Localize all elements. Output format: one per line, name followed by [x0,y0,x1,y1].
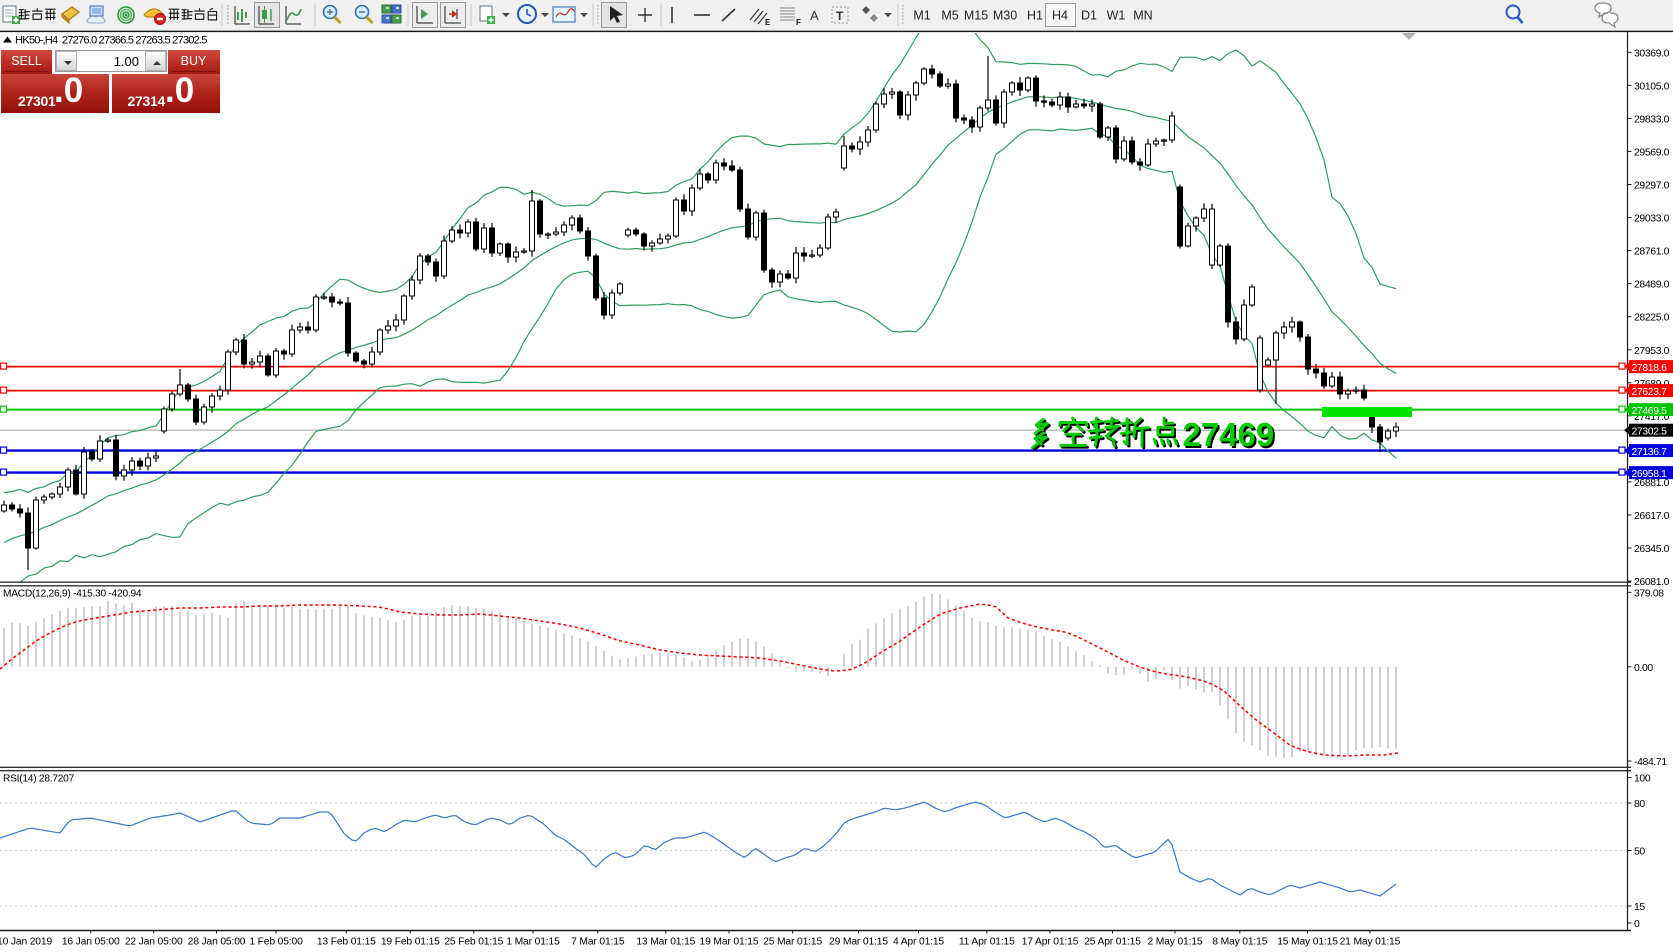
svg-text:H1: H1 [1027,9,1043,23]
svg-text:2 May 01:15: 2 May 01:15 [1147,937,1202,948]
svg-text:28489.0: 28489.0 [1634,280,1670,291]
svg-text:-484.71: -484.71 [1634,757,1667,768]
svg-text:HK50-,H4 27276.0 27366.5 2726: HK50-,H4 27276.0 27366.5 27263.5 27302.5 [15,35,207,47]
svg-text:27417.0: 27417.0 [1634,412,1670,423]
svg-text:379.08: 379.08 [1634,588,1664,599]
svg-text:26345.0: 26345.0 [1634,544,1670,555]
svg-text:27623.7: 27623.7 [1632,387,1668,398]
svg-text:13 Feb 01:15: 13 Feb 01:15 [317,937,376,948]
svg-text:28225.0: 28225.0 [1634,313,1670,324]
svg-text:17 Apr 01:15: 17 Apr 01:15 [1022,937,1079,948]
svg-text:15: 15 [1634,902,1645,913]
svg-text:8 May 01:15: 8 May 01:15 [1212,937,1267,948]
svg-text:30105.0: 30105.0 [1634,81,1670,92]
svg-text:27469: 27469 [1184,418,1276,455]
svg-text:22 Jan 05:00: 22 Jan 05:00 [125,937,183,948]
svg-text:F: F [796,18,801,27]
svg-text:H4: H4 [1052,9,1068,23]
svg-text:RSI(14) 28.7207: RSI(14) 28.7207 [3,774,75,785]
svg-text:0.00: 0.00 [1634,663,1653,674]
svg-text:E: E [765,18,771,27]
svg-text:30369.0: 30369.0 [1634,48,1670,59]
svg-text:28761.0: 28761.0 [1634,247,1670,258]
svg-text:16 Jan 05:00: 16 Jan 05:00 [62,937,120,948]
svg-text:28 Jan 05:00: 28 Jan 05:00 [188,937,246,948]
svg-text:80: 80 [1634,799,1645,810]
svg-text:11 Apr 01:15: 11 Apr 01:15 [959,937,1015,948]
svg-text:10 Jan 2019: 10 Jan 2019 [0,937,52,948]
svg-text:25 Feb 01:15: 25 Feb 01:15 [444,937,503,948]
svg-text:7 Mar 01:15: 7 Mar 01:15 [571,937,625,948]
svg-text:13 Mar 01:15: 13 Mar 01:15 [636,937,695,948]
svg-text:MACD(12,26,9) -415.30 -420.94: MACD(12,26,9) -415.30 -420.94 [3,589,142,600]
svg-text:A: A [810,8,819,23]
svg-text:26881.0: 26881.0 [1634,478,1670,489]
svg-text:100: 100 [1634,774,1651,785]
svg-text:29297.0: 29297.0 [1634,181,1670,192]
svg-text:W1: W1 [1107,9,1126,23]
svg-text:M5: M5 [941,9,958,23]
svg-text:27469: 27469 [1183,416,1275,453]
svg-text:MN: MN [1133,9,1152,23]
svg-text:T: T [836,9,844,23]
svg-text:27302.5: 27302.5 [1632,426,1668,437]
svg-text:21 May 01:15: 21 May 01:15 [1340,937,1401,948]
svg-text:0: 0 [1634,919,1640,930]
svg-text:25 Mar 01:15: 25 Mar 01:15 [763,937,822,948]
svg-text:29 Mar 01:15: 29 Mar 01:15 [829,937,888,948]
svg-text:27469.5: 27469.5 [1632,406,1668,417]
svg-text:29033.0: 29033.0 [1634,214,1670,225]
svg-text:25 Apr 01:15: 25 Apr 01:15 [1084,937,1141,948]
svg-text:27136.7: 27136.7 [1632,447,1668,458]
svg-text:19 Feb 01:15: 19 Feb 01:15 [381,937,440,948]
svg-text:27953.0: 27953.0 [1634,346,1670,357]
svg-text:1 Mar 01:15: 1 Mar 01:15 [506,937,560,948]
svg-text:26617.0: 26617.0 [1634,511,1670,522]
svg-text:29833.0: 29833.0 [1634,114,1670,125]
svg-text:26958.1: 26958.1 [1632,469,1668,480]
svg-text:M15: M15 [964,9,988,23]
svg-text:M1: M1 [913,9,930,23]
svg-text:26081.0: 26081.0 [1634,577,1670,588]
svg-text:4 Apr 01:15: 4 Apr 01:15 [893,937,944,948]
svg-text:D1: D1 [1081,9,1097,23]
svg-text:27818.6: 27818.6 [1632,363,1668,374]
svg-text:19 Mar 01:15: 19 Mar 01:15 [700,937,759,948]
svg-text:15 May 01:15: 15 May 01:15 [1277,937,1338,948]
svg-text:1 Feb 05:00: 1 Feb 05:00 [249,937,303,948]
svg-text:29569.0: 29569.0 [1634,147,1670,158]
svg-text:M30: M30 [993,9,1017,23]
svg-text:50: 50 [1634,847,1645,858]
